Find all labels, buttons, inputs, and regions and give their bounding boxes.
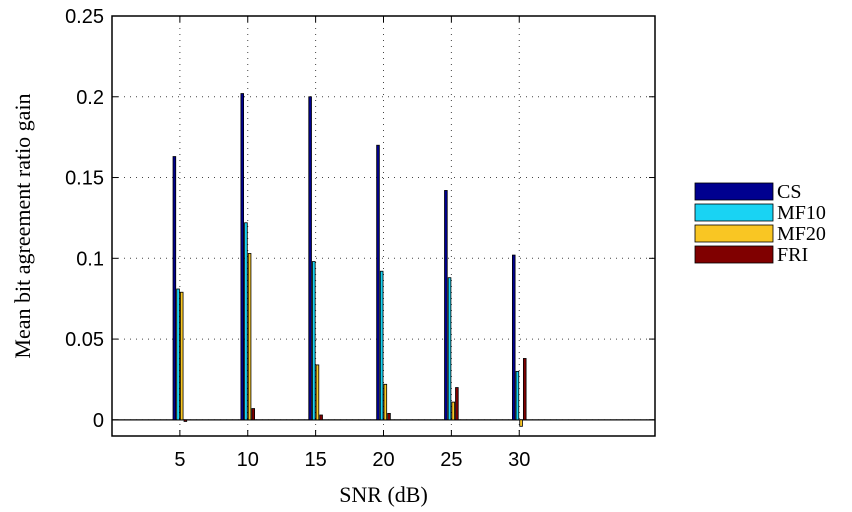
bar-mf20-15 xyxy=(315,364,320,421)
legend-swatch-cs xyxy=(694,182,774,201)
legend-label-cs: CS xyxy=(777,181,801,203)
bar-mf20-30 xyxy=(519,419,523,427)
legend-swatch-mf10 xyxy=(694,203,774,222)
y-tick-label-3: 0.15 xyxy=(65,168,104,190)
x-axis-label: SNR (dB) xyxy=(339,482,428,507)
x-tick-label-3: 20 xyxy=(372,449,394,471)
bar-fri-25 xyxy=(455,387,459,421)
x-tick-label-0: 5 xyxy=(174,449,185,471)
x-tick-label-4: 25 xyxy=(440,449,462,471)
bar-fri-15 xyxy=(319,414,323,421)
bar-fri-5 xyxy=(183,419,188,422)
bar-mf20-25 xyxy=(451,401,455,421)
bar-fri-10 xyxy=(251,408,256,421)
bar-mf20-10 xyxy=(247,253,252,421)
bar-cs-30 xyxy=(511,254,516,421)
legend-swatch-fri xyxy=(694,245,774,264)
bar-mf10-25 xyxy=(447,277,452,421)
legend-swatch-mf20 xyxy=(694,224,774,243)
y-tick-label-5: 0.25 xyxy=(65,6,104,28)
bar-mf10-10 xyxy=(244,222,248,421)
bar-cs-10 xyxy=(240,93,245,421)
legend-label-fri: FRI xyxy=(777,244,808,266)
bar-fri-30 xyxy=(522,358,527,421)
bar-mf10-20 xyxy=(379,270,384,421)
y-tick-label-0: 0 xyxy=(93,410,104,432)
y-tick-label-4: 0.2 xyxy=(76,87,104,109)
bar-fri-20 xyxy=(387,412,391,421)
bar-cs-25 xyxy=(444,190,448,421)
y-tick-label-1: 0.05 xyxy=(65,329,104,351)
bar-cs-20 xyxy=(376,144,380,421)
bar-cs-15 xyxy=(308,96,312,421)
bar-mf10-15 xyxy=(312,261,316,421)
legend-label-mf20: MF20 xyxy=(777,223,826,245)
y-tick-label-2: 0.1 xyxy=(76,248,104,270)
x-tick-label-2: 15 xyxy=(305,449,327,471)
bar-mf20-5 xyxy=(179,291,184,421)
x-tick-label-1: 10 xyxy=(237,449,259,471)
x-ticks: 5 10 15 20 25 30 xyxy=(174,16,530,471)
bar-mf10-30 xyxy=(515,370,520,421)
grid-lines xyxy=(112,15,655,436)
y-ticks: 0 0.05 0.1 0.15 0.2 0.25 xyxy=(65,6,655,432)
bar-mf20-20 xyxy=(383,383,388,421)
y-axis-label: Mean bit agreement ratio gain xyxy=(10,93,35,358)
bar-mf10-5 xyxy=(176,288,180,421)
bar-cs-5 xyxy=(172,156,177,421)
legend-label-mf10: MF10 xyxy=(777,202,826,224)
bars xyxy=(172,93,527,427)
x-tick-label-5: 30 xyxy=(508,449,530,471)
